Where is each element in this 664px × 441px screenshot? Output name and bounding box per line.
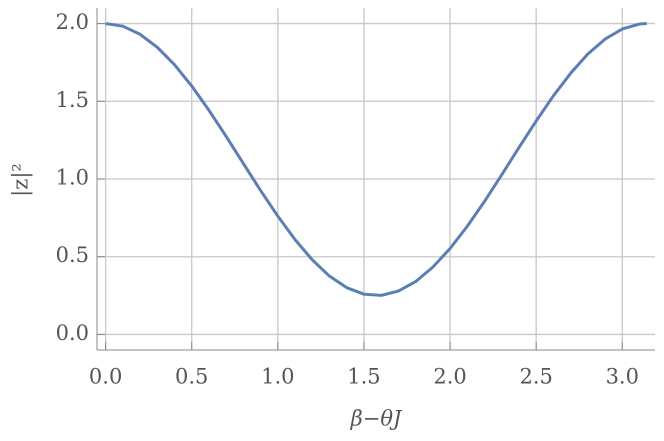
x-axis-label: β−θJ (350, 407, 403, 431)
y-tick-label: 0.5 (56, 243, 89, 267)
x-tick-label: 1.0 (261, 365, 294, 389)
y-tick-label: 1.5 (56, 88, 89, 112)
y-tick-label: 1.0 (56, 166, 89, 190)
x-tick-label: 3.0 (606, 365, 639, 389)
y-tick-label: 0.0 (56, 321, 89, 345)
x-tick-label: 0.5 (175, 365, 208, 389)
x-tick-label: 2.0 (433, 365, 466, 389)
y-tick-label: 2.0 (56, 10, 89, 34)
line-series (105, 22, 647, 297)
x-tick-label: 2.5 (519, 365, 552, 389)
x-tick-label: 1.5 (347, 365, 380, 389)
x-tick-label: 0.0 (89, 365, 122, 389)
y-axis-label: |z|² (9, 163, 34, 197)
